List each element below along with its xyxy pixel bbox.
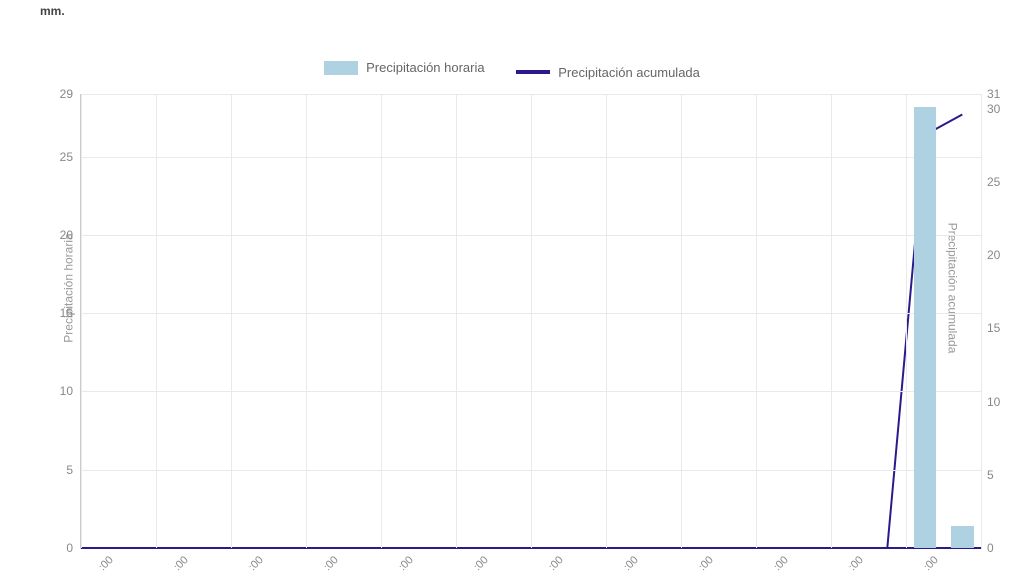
y-left-tick-label: 10	[60, 384, 73, 398]
legend: Precipitación horaria Precipitación acum…	[0, 60, 1024, 80]
gridline-vertical	[681, 94, 682, 548]
legend-item-line: Precipitación acumulada	[516, 65, 700, 80]
gridline-vertical	[531, 94, 532, 548]
bar-swatch-icon	[324, 61, 358, 75]
y-left-axis-title: Precipitación horaria	[62, 233, 76, 342]
gridline-vertical	[306, 94, 307, 548]
gridline-vertical	[81, 94, 82, 548]
hourly-bar	[951, 526, 974, 548]
line-swatch-icon	[516, 70, 550, 74]
x-tick-label: :00	[471, 554, 490, 573]
legend-bar-label: Precipitación horaria	[366, 60, 485, 75]
y-left-tick-label: 25	[60, 150, 73, 164]
y-right-tick-label: 15	[987, 321, 1000, 335]
x-tick-label: :00	[396, 554, 415, 573]
y-left-tick-label: 5	[66, 463, 73, 477]
y-right-tick-label: 25	[987, 175, 1000, 189]
x-tick-label: :00	[96, 554, 115, 573]
gridline-vertical	[381, 94, 382, 548]
y-left-tick-label: 20	[60, 228, 73, 242]
y-left-tick-label: 15	[60, 306, 73, 320]
chart: mm. Precipitación horaria Precipitación …	[0, 0, 1024, 576]
gridline-vertical	[456, 94, 457, 548]
x-tick-label: :00	[321, 554, 340, 573]
y-right-tick-label: 10	[987, 395, 1000, 409]
y-left-tick-label: 29	[60, 87, 73, 101]
x-tick-label: :00	[696, 554, 715, 573]
unit-label: mm.	[40, 4, 65, 18]
x-tick-label: :00	[921, 554, 940, 573]
hourly-bar	[914, 107, 937, 548]
plot-area: 05101520252905101520253031:00:00:00:00:0…	[80, 94, 982, 549]
y-right-tick-label: 20	[987, 248, 1000, 262]
x-tick-label: :00	[546, 554, 565, 573]
gridline-vertical	[606, 94, 607, 548]
gridline-vertical	[756, 94, 757, 548]
gridline-vertical	[906, 94, 907, 548]
x-tick-label: :00	[846, 554, 865, 573]
gridline-vertical	[981, 94, 982, 548]
y-right-tick-label: 31	[987, 87, 1000, 101]
y-left-tick-label: 0	[66, 541, 73, 555]
legend-item-bar: Precipitación horaria	[324, 60, 485, 75]
gridline-vertical	[156, 94, 157, 548]
gridline-vertical	[831, 94, 832, 548]
y-right-tick-label: 0	[987, 541, 994, 555]
gridline-vertical	[231, 94, 232, 548]
y-right-tick-label: 30	[987, 102, 1000, 116]
x-tick-label: :00	[171, 554, 190, 573]
x-tick-label: :00	[246, 554, 265, 573]
legend-line-label: Precipitación acumulada	[558, 65, 700, 80]
y-right-tick-label: 5	[987, 468, 994, 482]
x-tick-label: :00	[771, 554, 790, 573]
x-tick-label: :00	[621, 554, 640, 573]
